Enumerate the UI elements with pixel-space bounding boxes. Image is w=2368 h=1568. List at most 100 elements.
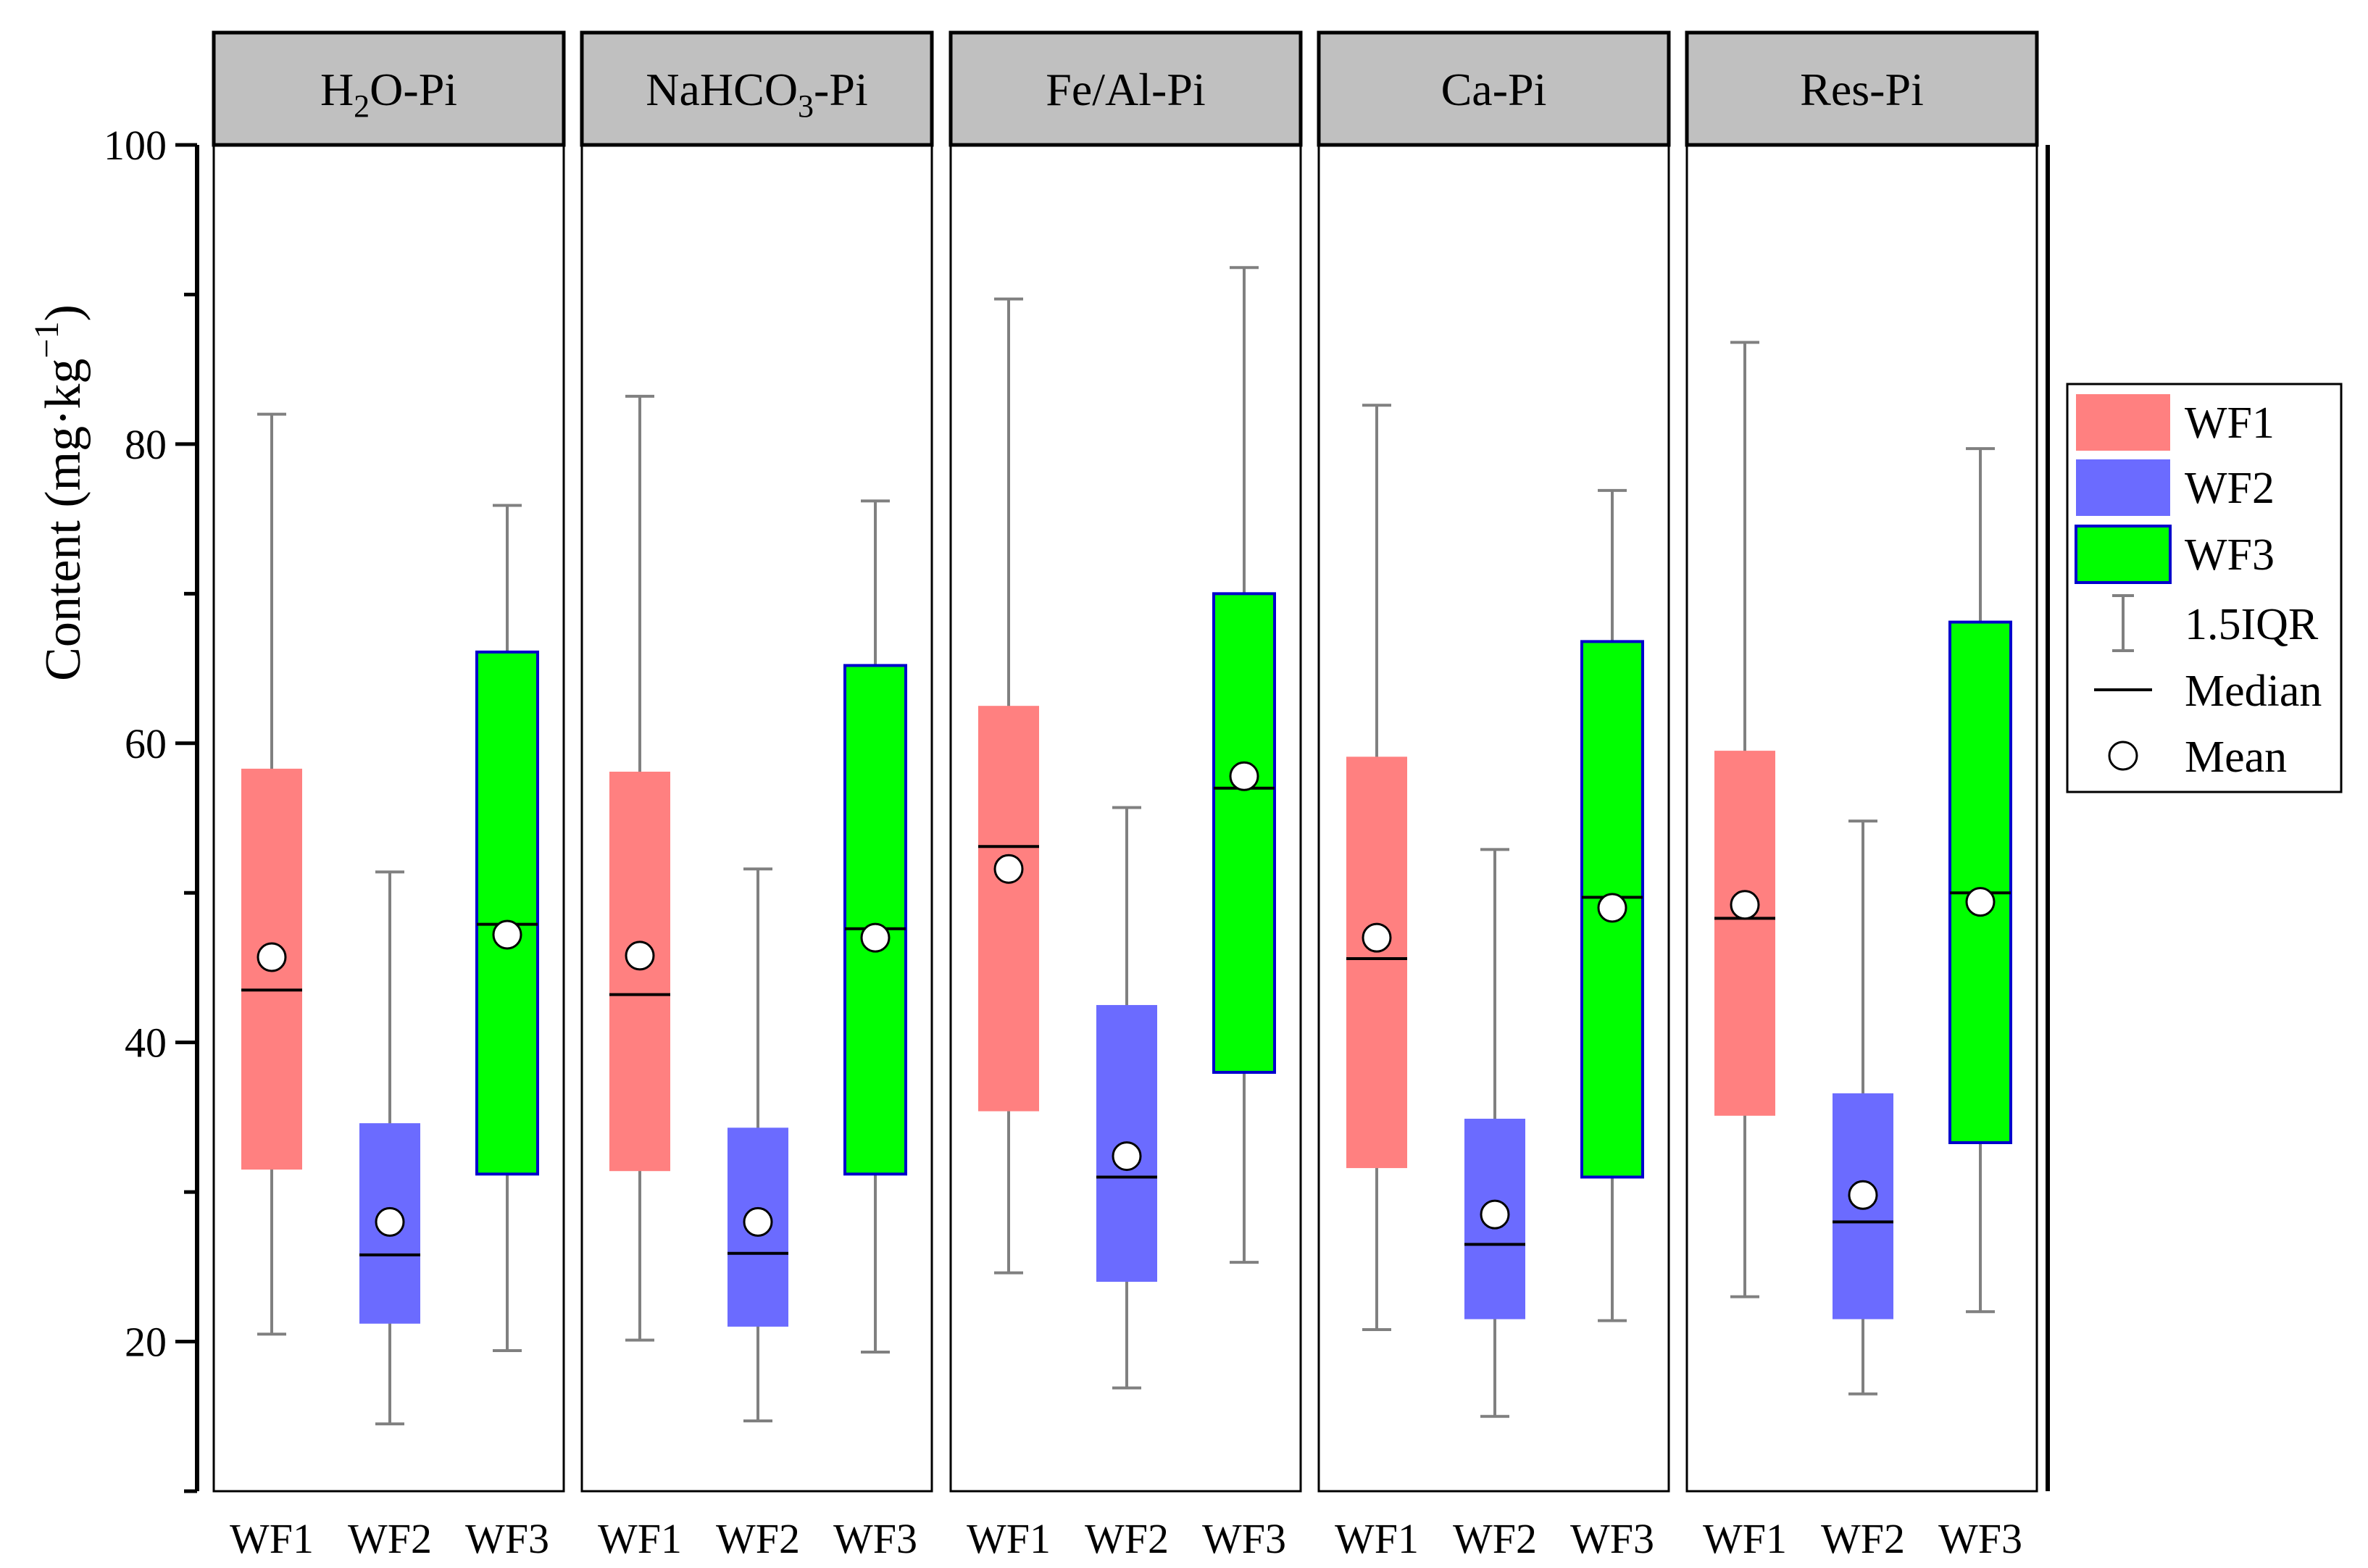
box-wf2 [1833,820,1893,1396]
panel-title-rest: O-Pi [370,64,457,115]
mean-marker [1965,887,1996,917]
x-tick-label: WF1 [230,1515,314,1562]
y-tick-label: 40 [125,1019,167,1067]
legend-item-mean: Mean [2108,733,2287,782]
panel-title: Res-Pi [1800,64,1924,115]
x-tick-label: WF1 [598,1515,682,1562]
y-tick-label: 60 [125,720,167,767]
mean-marker [257,942,287,972]
box-iqr [609,772,670,1172]
x-tick-label: WF3 [1202,1515,1286,1562]
legend-mean-marker [2108,741,2138,771]
box-wf3 [843,499,907,1354]
y-tick-label: 100 [104,122,167,169]
legend-label: WF2 [2185,464,2275,513]
panel-title-subscript: 3 [798,88,814,124]
box-wf2 [728,867,788,1422]
panel-4: Res-Pi WF1 WF2 WF3 [1685,30,2039,1562]
y-axis-label: Content (mg·kg−1) [28,304,91,681]
mean-marker [1229,761,1259,791]
panel-title-main: H [320,64,354,115]
y-axis-title-superscript: −1 [28,322,66,359]
legend-item-1.5iqr: 1.5IQR [2112,594,2319,652]
mean-marker [860,922,891,953]
legend-item-wf2: WF2 [2076,459,2275,516]
mean-marker [1848,1180,1878,1210]
mean-marker [1597,893,1627,923]
mean-marker [1362,922,1392,953]
mean-marker [993,854,1024,884]
panel-0: H2O-Pi WF1 WF2 WF3 [212,30,566,1562]
panel-1: NaHCO3-Pi WF1 WF2 WF3 [580,30,934,1562]
panel-title-main: Fe/Al-Pi [1046,64,1205,115]
box-iqr [1346,756,1407,1169]
panel-title: Ca-Pi [1441,64,1547,115]
panels: H2O-Pi WF1 WF2 WF3 NaHCO3-Pi WF1 WF2 WF3 Fe/Al-P… [212,30,2039,1562]
box-iqr [1212,592,1276,1074]
panel-header [212,30,566,147]
box-iqr [978,706,1039,1112]
panel-frame [949,143,1302,1493]
box-wf1 [1346,404,1407,1332]
mean-marker [625,941,655,971]
box-wf2 [1096,806,1157,1390]
panel-title: NaHCO3-Pi [646,64,867,124]
panel-3: Ca-Pi WF1 WF2 WF3 [1317,30,1671,1562]
panel-frame [580,143,933,1493]
panel-title-main: Ca-Pi [1441,64,1547,115]
panel-title-subscript: 2 [354,88,370,124]
legend: WF1 WF2 WF3 1.5IQR Median Mean [2066,383,2343,793]
x-tick-label: WF3 [1570,1515,1654,1562]
y-tick-label: 80 [125,421,167,468]
box-wf2 [1464,848,1525,1418]
mean-marker [492,919,522,950]
panel-header [949,30,1303,147]
panel-frame [1685,143,2038,1493]
x-tick-label: WF3 [465,1515,549,1562]
legend-label: WF3 [2185,530,2275,580]
box-wf3 [475,504,539,1352]
box-wf3 [1212,266,1276,1264]
panel-title-main: NaHCO [646,64,798,115]
box-iqr [475,650,539,1176]
panel-frame [1317,143,1670,1493]
x-tick-label: WF3 [833,1515,917,1562]
box-wf3 [1580,488,1644,1322]
legend-label: 1.5IQR [2185,600,2319,649]
box-iqr [843,664,907,1176]
legend-label: Mean [2185,733,2287,782]
x-tick-label: WF3 [1938,1515,2022,1562]
x-tick-label: WF2 [716,1515,800,1562]
legend-item-wf3: WF3 [2075,525,2275,584]
mean-marker [1730,890,1760,920]
x-tick-label: WF1 [1335,1515,1419,1562]
box-iqr [1948,620,2012,1144]
panel-title-main: Res-Pi [1800,64,1924,115]
legend-item-wf1: WF1 [2076,394,2275,451]
mean-marker [1480,1199,1510,1230]
y-axis: 20 40 60 80 100 [104,122,2050,1493]
legend-swatch [2076,459,2170,516]
box-iqr [1714,751,1775,1116]
box-wf1 [609,394,670,1342]
legend-swatch [2076,394,2170,451]
y-axis-title: Content (mg·kg−1) [28,304,91,681]
panel-2: Fe/Al-Pi WF1 WF2 WF3 [949,30,1303,1562]
panel-header [1317,30,1671,147]
x-tick-label: WF2 [1453,1515,1537,1562]
y-tick-label: 20 [125,1319,167,1366]
legend-frame [2066,383,2343,793]
y-axis-title-base: Content (mg·kg [36,359,91,681]
panel-title: H2O-Pi [320,64,457,124]
box-wf1 [1714,341,1775,1298]
box-wf3 [1948,447,2012,1314]
x-tick-label: WF2 [1085,1515,1169,1562]
legend-item-median: Median [2094,667,2322,716]
box-wf1 [978,297,1039,1275]
panel-frame [212,143,565,1493]
legend-swatch [2075,525,2172,584]
box-wf1 [241,412,302,1336]
x-tick-label: WF2 [1821,1515,1905,1562]
panel-header [1685,30,2039,147]
